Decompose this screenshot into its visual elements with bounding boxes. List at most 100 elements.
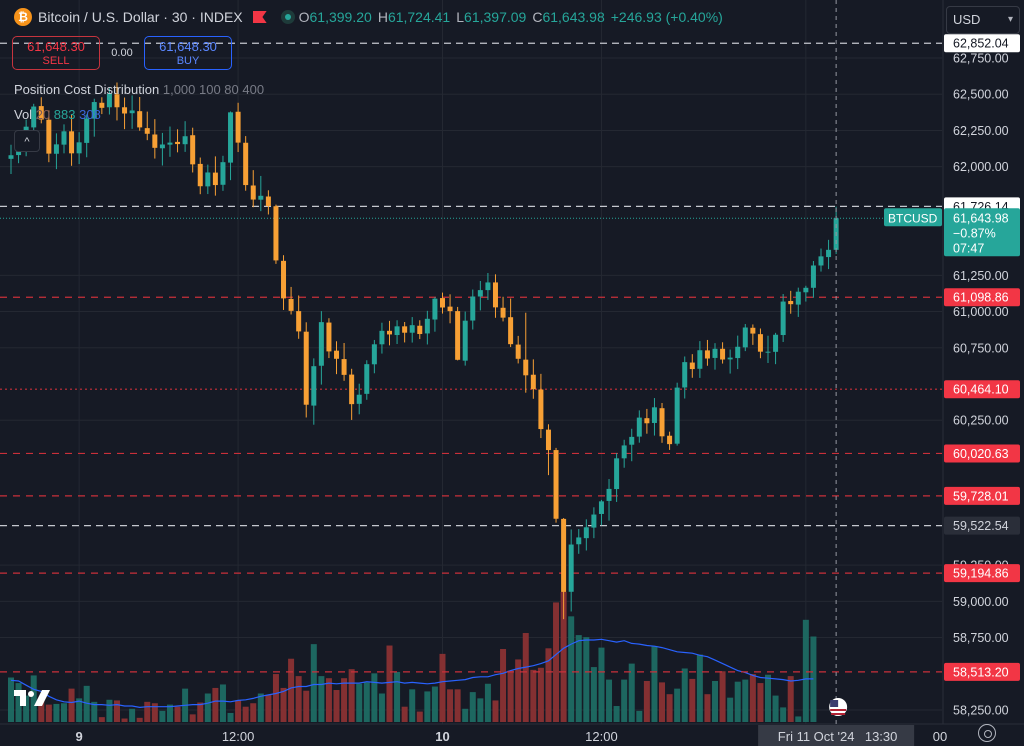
volume-bar [303,690,310,722]
volume-bar [810,636,817,722]
volume-bar [765,674,771,722]
volume-bar [197,702,204,722]
flag-icon[interactable] [252,11,267,23]
volume-bar [802,619,809,722]
spread-value: 0.00 [111,47,133,59]
last-price-symbol-bg [884,208,942,227]
candles [8,82,839,620]
candle-body [485,282,491,291]
volume-bar [333,690,340,722]
buy-button[interactable]: 61,648.30 BUY [144,36,232,70]
price-level-tag-bg [944,34,1020,53]
price-level-tag-label: 59,728.01 [953,489,1009,503]
price-level-tag-bg [944,486,1020,505]
volume-bar [386,645,393,722]
candle-body [341,359,347,375]
pcd-params: 1,000 100 80 400 [162,82,265,97]
candle-body [46,119,52,154]
volume-bar [636,710,643,722]
candle-body [311,366,317,406]
volume-bar [447,689,454,722]
open-label: O [298,9,310,25]
candle-body [682,362,688,388]
candle-body [742,327,748,348]
candle-body [31,106,37,128]
go-to-date-icon[interactable] [978,724,996,742]
candle-body [417,325,423,335]
volume-bar [575,635,582,722]
volume-bar [734,681,741,722]
volume-bar [204,693,211,722]
candle-body [182,136,188,145]
volume-bar [492,700,499,722]
volume-bar [568,616,575,722]
volume-indicator-legend[interactable]: Vol 20 883 308 [14,107,101,122]
price-axis[interactable]: 62,750.00 62,500.00 62,250.00 62,000.00 61,2… [884,34,1020,718]
symbol-title[interactable]: Bitcoin / U.S. Dollar · 30 · INDEX [38,9,243,25]
price-level-tag-label: 59,522.54 [953,519,1009,533]
candle-body [122,107,128,114]
volume-bar [522,633,529,722]
volume-bar [121,718,128,722]
candle-body [281,260,287,299]
horizontal-levels[interactable] [0,42,942,673]
volume-bar [689,678,696,722]
volume-bar [462,708,469,722]
candle-body [235,111,241,143]
volume-bar [719,671,726,722]
buy-price: 61,648.30 [159,39,217,54]
currency-select-value: USD [953,12,981,27]
tradingview-logo-icon[interactable] [12,686,52,710]
crosshair-time-bg [758,725,915,746]
sell-button[interactable]: 61,648.30 SELL [12,36,100,70]
collapse-legend-button[interactable]: ^ [14,130,40,152]
candle-body [144,128,150,134]
price-tick-label: 60,750.00 [953,341,1009,355]
volume-bar [113,700,120,722]
currency-select[interactable]: USD ▾ [946,6,1020,34]
candle-body [99,102,105,108]
market-status-icon[interactable] [280,10,295,24]
candle-body [455,311,461,360]
price-tick-label: 61,000.00 [953,305,1009,319]
volume-bar [560,592,567,722]
pcd-indicator-legend[interactable]: Position Cost Distribution 1,000 100 80 … [14,82,264,97]
crosshair-time-label: 13:30 [865,729,898,744]
last-price-change: −0.87% [953,226,996,240]
candle-body [644,418,650,424]
candle-body [704,350,710,359]
volume-bar [484,683,491,722]
volume-bar [787,676,794,722]
candle-body [583,527,589,539]
volume-bar [500,649,507,722]
price-tick-label: 62,250.00 [953,124,1009,138]
volume-bar [409,689,416,722]
price-level-tag-bg [944,288,1020,307]
price-level-tag-label: 60,464.10 [953,383,1009,397]
candle-body [568,544,574,592]
volume-bar [235,700,242,722]
volume-bar [727,697,734,722]
candle-body [757,334,763,352]
candle-body [91,102,97,119]
volume-bar [613,706,620,722]
volume-bar [348,669,355,722]
vol-name: Vol [14,107,33,122]
price-level-tag-label: 61,098.86 [953,291,1009,305]
price-tick-label: 62,000.00 [953,160,1009,174]
volume-bar [318,676,325,722]
volume-bar [38,699,45,722]
candle-body [439,298,445,308]
price-level-tag-label: 59,194.86 [953,567,1009,581]
candle-body [530,374,536,390]
volume-bar [507,670,514,722]
price-tick-label: 59,000.00 [953,595,1009,609]
low-value: 61,397.09 [464,9,527,25]
volume-bar [757,683,764,722]
candle-body [621,445,627,459]
candle-body [750,327,756,334]
candle-body [205,172,211,187]
volume-bar [416,711,423,722]
